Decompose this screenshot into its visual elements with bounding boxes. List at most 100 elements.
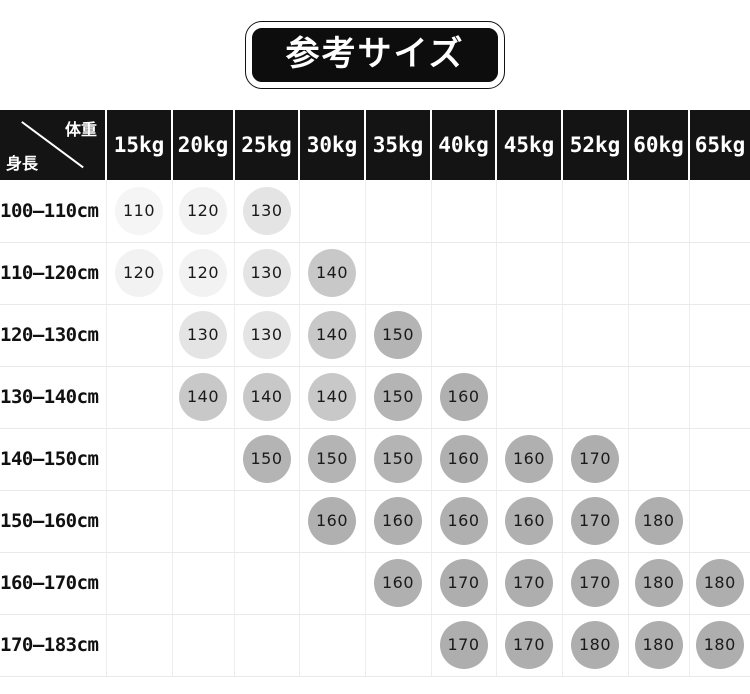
empty-cell	[628, 304, 690, 367]
size-chart-table: 体重 身長 15kg 20kg 25kg 30kg 35kg 40kg 45kg 52kg 60…	[0, 110, 750, 677]
empty-cell	[172, 614, 235, 677]
size-cell: 160	[299, 490, 366, 553]
size-cell: 150	[365, 304, 432, 367]
empty-cell	[299, 552, 366, 615]
empty-cell	[496, 304, 563, 367]
empty-cell	[172, 552, 235, 615]
size-bubble: 130	[179, 311, 227, 359]
size-bubble: 160	[505, 435, 553, 483]
size-cell: 140	[299, 366, 366, 429]
size-bubble: 160	[505, 497, 553, 545]
table-row: 110—120cm 120 120 130 140	[0, 242, 750, 305]
size-bubble: 160	[439, 435, 488, 483]
size-bubble: 170	[571, 559, 619, 607]
title-banner: 参考サイズ	[0, 0, 750, 110]
size-bubble: 170	[439, 621, 488, 669]
size-bubble: 150	[374, 435, 422, 483]
empty-cell	[689, 366, 750, 429]
size-bubble: 180	[571, 621, 619, 669]
row-header-5: 140—150cm	[0, 428, 107, 491]
size-bubble: 130	[242, 186, 291, 235]
empty-cell	[106, 490, 173, 553]
size-bubble: 120	[115, 249, 163, 297]
empty-cell	[365, 242, 432, 305]
size-cell: 150	[365, 428, 432, 491]
size-cell: 160	[431, 428, 497, 491]
size-bubble: 150	[308, 435, 356, 483]
title-badge-ring: 参考サイズ	[247, 24, 503, 86]
size-bubble: 180	[634, 621, 683, 669]
empty-cell	[689, 304, 750, 367]
table-row: 100—110cm 110 120 130	[0, 180, 750, 243]
empty-cell	[431, 242, 497, 305]
weight-axis-label: 体重	[64, 120, 97, 139]
size-cell: 160	[365, 552, 432, 615]
empty-cell	[628, 242, 690, 305]
size-cell: 150	[234, 428, 300, 491]
empty-cell	[106, 366, 173, 429]
row-header-3: 120—130cm	[0, 304, 107, 367]
size-cell: 130	[234, 304, 300, 367]
diagonal-slash-icon	[21, 121, 84, 169]
empty-cell	[234, 552, 300, 615]
size-cell: 130	[172, 304, 235, 367]
empty-cell	[299, 180, 366, 243]
empty-cell	[431, 180, 497, 243]
size-cell: 170	[562, 552, 629, 615]
size-bubble: 140	[308, 249, 356, 297]
size-cell: 160	[431, 366, 497, 429]
column-header-52kg: 52kg	[562, 110, 629, 180]
size-bubble: 180	[634, 497, 683, 545]
size-cell: 160	[365, 490, 432, 553]
size-bubble: 170	[571, 497, 619, 545]
size-bubble: 140	[179, 373, 227, 421]
size-bubble: 160	[439, 497, 488, 545]
size-bubble: 110	[115, 186, 163, 235]
size-cell: 140	[299, 304, 366, 367]
column-header-35kg: 35kg	[365, 110, 432, 180]
column-header-45kg: 45kg	[496, 110, 563, 180]
empty-cell	[365, 614, 432, 677]
size-bubble: 170	[505, 621, 553, 669]
size-cell: 170	[431, 614, 497, 677]
size-cell: 180	[562, 614, 629, 677]
size-bubble: 140	[308, 311, 356, 359]
title-badge-outer-border: 参考サイズ	[244, 21, 506, 89]
row-header-8: 170—183cm	[0, 614, 107, 677]
size-bubble: 130	[242, 249, 291, 297]
size-cell: 160	[496, 490, 563, 553]
size-bubble: 180	[695, 559, 744, 607]
size-cell: 170	[496, 614, 563, 677]
empty-cell	[299, 614, 366, 677]
size-cell: 140	[234, 366, 300, 429]
height-axis-label: 身長	[6, 154, 39, 173]
empty-cell	[689, 242, 750, 305]
size-bubble: 150	[374, 373, 422, 421]
table-body: 100—110cm 110 120 130 110—120cm 120 120 130 140 1…	[0, 180, 750, 677]
page-title: 参考サイズ	[285, 34, 465, 74]
empty-cell	[562, 304, 629, 367]
size-cell: 180	[628, 490, 690, 553]
column-header-15kg: 15kg	[106, 110, 173, 180]
table-row: 140—150cm 150 150 150 160 160 170	[0, 428, 750, 491]
column-header-20kg: 20kg	[172, 110, 235, 180]
empty-cell	[431, 304, 497, 367]
table-row: 130—140cm 140 140 140 150 160	[0, 366, 750, 429]
size-cell: 180	[689, 614, 750, 677]
row-header-6: 150—160cm	[0, 490, 107, 553]
empty-cell	[106, 552, 173, 615]
column-header-60kg: 60kg	[628, 110, 690, 180]
table-row: 160—170cm 160 170 170 170 180 180	[0, 552, 750, 615]
empty-cell	[562, 242, 629, 305]
empty-cell	[496, 366, 563, 429]
size-bubble: 170	[571, 435, 619, 483]
size-bubble: 170	[505, 559, 553, 607]
empty-cell	[689, 428, 750, 491]
table-row: 120—130cm 130 130 140 150	[0, 304, 750, 367]
size-cell: 170	[562, 490, 629, 553]
size-cell: 170	[431, 552, 497, 615]
empty-cell	[496, 180, 563, 243]
size-cell: 160	[496, 428, 563, 491]
empty-cell	[628, 428, 690, 491]
